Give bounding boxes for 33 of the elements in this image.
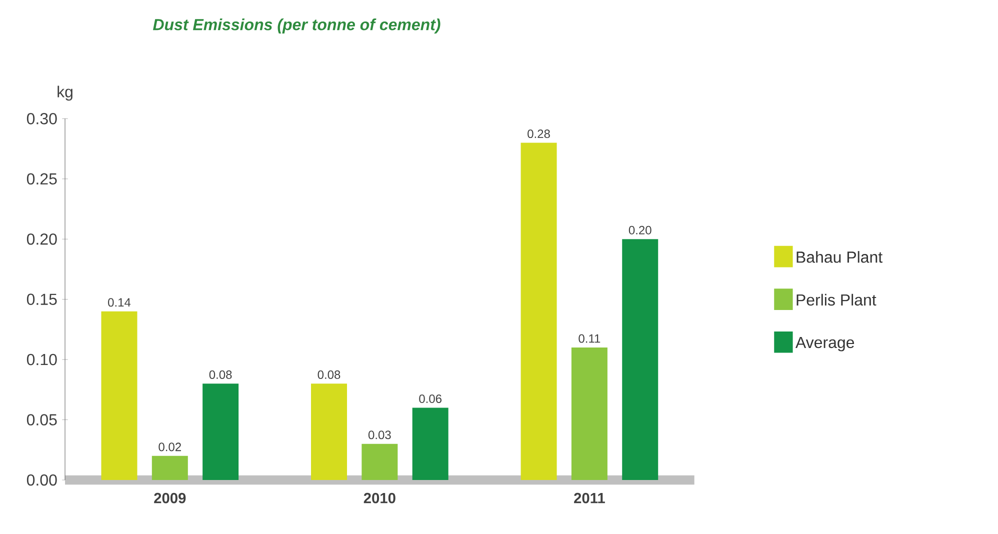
data-label: 0.20 xyxy=(628,226,652,234)
x-tick-label: 2009 xyxy=(154,492,186,504)
data-label: 0.02 xyxy=(158,442,181,452)
y-tick-label: 0.10 xyxy=(26,354,57,366)
y-tick-label: 0.20 xyxy=(26,233,57,245)
y-tick-label: 0.15 xyxy=(26,294,57,305)
y-tick-label: 0.00 xyxy=(26,474,57,486)
data-label: 0.08 xyxy=(209,370,232,379)
legend-label: Bahau Plant xyxy=(796,251,882,263)
bar xyxy=(622,239,658,480)
x-tick-label: 2010 xyxy=(364,492,396,504)
bar xyxy=(202,384,239,480)
legend-label: Average xyxy=(795,336,854,352)
bar xyxy=(571,348,608,480)
bar xyxy=(101,311,138,480)
data-label: 0.28 xyxy=(528,130,550,138)
bar xyxy=(152,456,188,480)
data-label: 0.14 xyxy=(108,298,131,307)
y-axis-title: kg xyxy=(58,86,72,101)
x-tick-label: 2011 xyxy=(574,492,605,504)
data-label: 0.08 xyxy=(318,370,340,379)
data-label: 0.03 xyxy=(368,430,391,440)
legend-label: Perlis Plant xyxy=(796,294,876,306)
data-label: 0.11 xyxy=(578,334,600,343)
bar xyxy=(311,384,348,480)
bar xyxy=(362,444,398,480)
bar xyxy=(412,408,448,480)
y-tick-label: 0.25 xyxy=(26,173,57,185)
chart-title: Dust Emissions (per tonne of cement) xyxy=(152,18,440,34)
data-label: 0.06 xyxy=(419,394,442,404)
y-tick-label: 0.30 xyxy=(26,113,57,124)
bar xyxy=(520,142,557,480)
y-tick-label: 0.05 xyxy=(26,414,57,426)
